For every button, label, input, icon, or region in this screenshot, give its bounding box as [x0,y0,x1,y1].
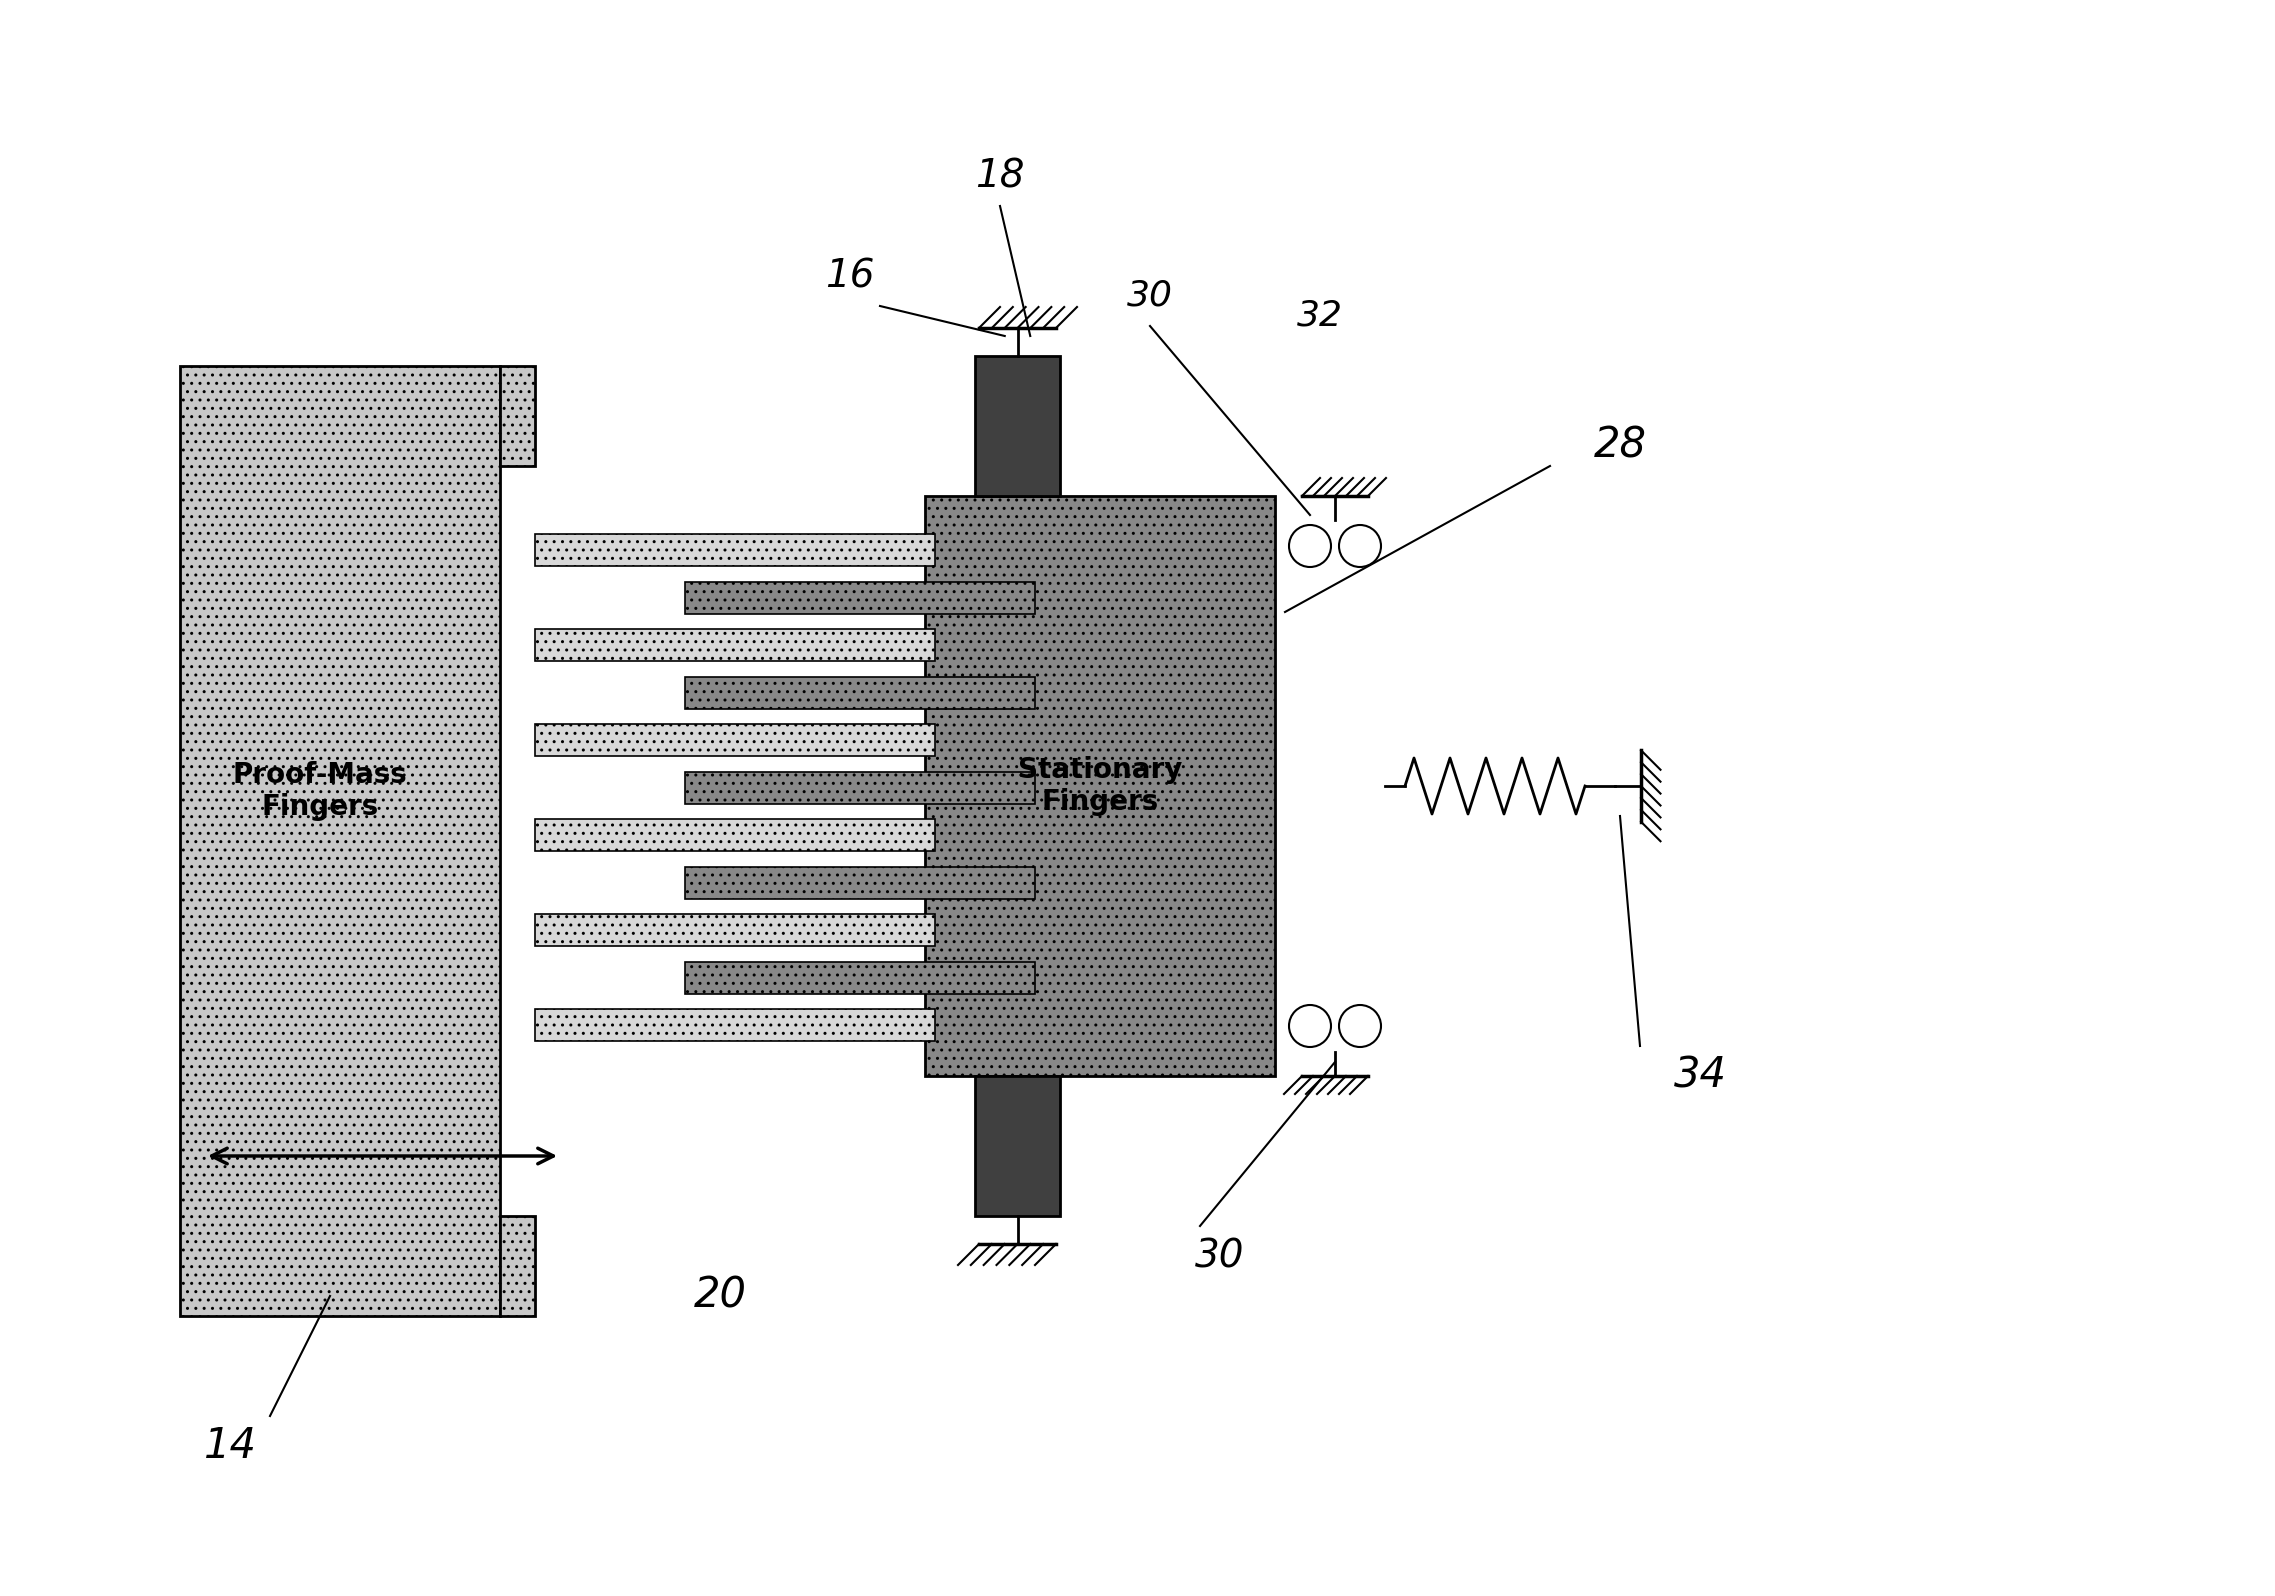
Circle shape [1290,1005,1331,1047]
Bar [685,867,1035,899]
Bar [535,629,935,661]
Bar [685,583,1035,614]
Text: Stationary
Fingers: Stationary Fingers [1017,757,1183,816]
Text: 16: 16 [826,257,876,295]
Text: 20: 20 [694,1275,746,1317]
Circle shape [1340,525,1381,567]
Text: 30: 30 [1126,279,1174,313]
Bar [535,915,935,946]
Bar [685,772,1035,804]
Bar [926,496,1274,1076]
Bar [685,962,1035,994]
Bar [976,1076,1060,1216]
Bar [535,819,935,851]
Text: 34: 34 [1674,1055,1727,1096]
Text: Proof-Mass
Fingers: Proof-Mass Fingers [232,761,407,822]
Bar [180,365,500,1317]
Circle shape [1290,525,1331,567]
Bar [535,535,935,567]
Bar [535,1009,935,1041]
Text: 14: 14 [202,1425,257,1467]
Text: 28: 28 [1592,425,1647,468]
Bar [976,356,1060,496]
Circle shape [1340,1005,1381,1047]
Bar [500,1216,535,1317]
Text: 18: 18 [976,156,1024,195]
Bar [500,365,535,466]
Bar [685,677,1035,709]
Text: 32: 32 [1297,298,1342,334]
Text: 30: 30 [1194,1237,1244,1275]
Bar [535,725,935,757]
